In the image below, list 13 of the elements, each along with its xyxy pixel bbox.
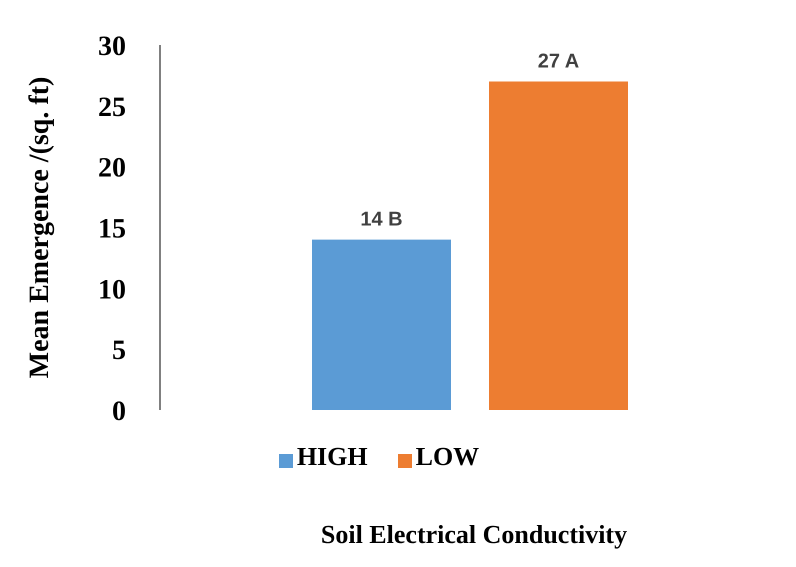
data-label: 27 A [538,50,580,72]
y-tick-label: 15 [98,213,126,244]
y-tick-label: 10 [98,274,126,306]
y-tick-label: 5 [112,335,126,366]
legend-label: LOW [416,442,480,471]
y-tick-label: 25 [98,92,126,123]
x-axis-title: Soil Electrical Conductivity [320,520,628,550]
data-label: 14 B [360,208,403,231]
legend-label: HIGH [296,442,368,471]
y-axis-title: Mean Emergence /(sq. ft) [24,76,55,378]
y-tick-label: 20 [98,152,126,184]
y-tick-label: 0 [112,396,126,427]
y-tick-label: 30 [98,30,126,62]
